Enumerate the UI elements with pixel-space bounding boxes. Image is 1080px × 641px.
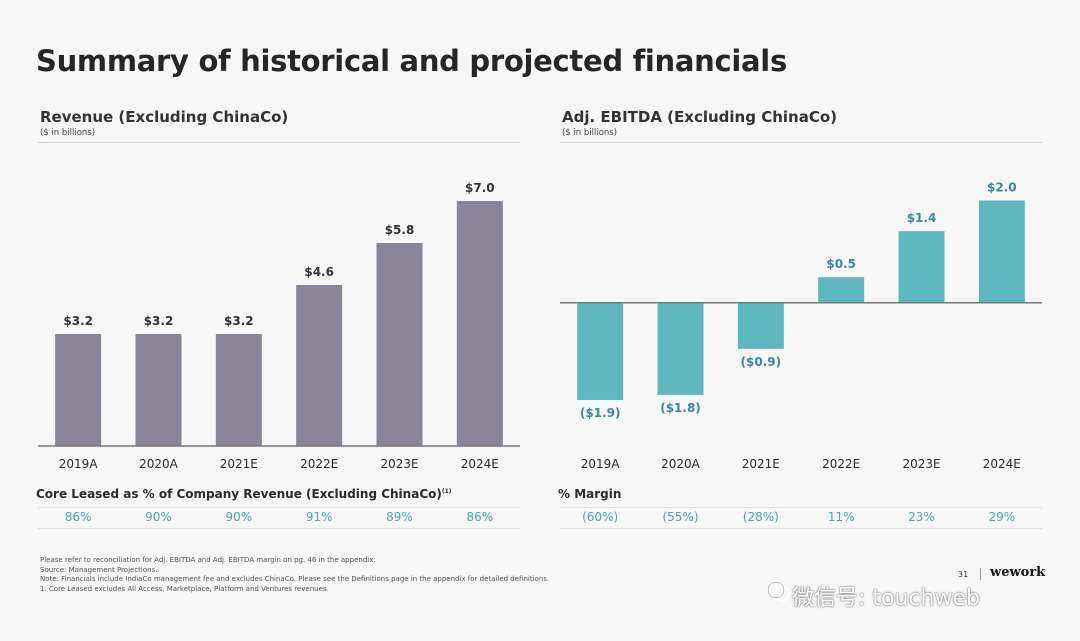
data-label: ($0.9) [741,355,782,369]
metric-value: 86% [466,510,494,524]
metric-value: 90% [225,510,253,524]
data-label: $3.2 [63,314,93,328]
metric-value: (60%) [582,510,619,524]
footnote-line: Source: Management Projections. [40,565,158,574]
category-label: 2023E [902,457,940,471]
core-leased-label: Core Leased as % of Company Revenue (Exc… [36,487,452,501]
metric-value: 86% [64,510,92,524]
footnote-line: Note: Financials include IndiaCo managem… [40,575,550,583]
bar-2021E [737,302,784,349]
watermark-text: 微信号: touchweb [792,586,980,611]
category-label: 2020A [139,457,179,471]
ebitda-chart-title: Adj. EBITDA (Excluding ChinaCo) [562,108,837,126]
footer-divider [980,568,981,580]
data-label: $2.0 [987,180,1017,194]
metric-value: 91% [305,510,333,524]
category-label: 2022E [822,457,860,471]
category-label: 2020A [661,457,701,471]
data-label: ($1.8) [660,401,701,415]
metric-value: 90% [145,510,172,524]
category-label: 2023E [380,457,418,471]
category-label: 2019A [581,457,621,471]
footnote-line: 1. Core Leased excludes All Access, Mark… [40,584,329,593]
ebitda-bar-chart: ($1.9) 2019A ($1.8) 2020A ($0.9) 2021E $0.5 202… [560,180,1042,471]
data-label: $4.6 [304,265,334,279]
ebitda-header-rule [560,142,1042,143]
bar-2020A [135,334,182,446]
wechat-icon [767,581,790,602]
bar-2019A [577,302,624,400]
category-label: 2021E [220,457,258,471]
metric-value: 11% [827,510,855,524]
bar-2023E [898,231,945,303]
category-label: 2024E [461,457,499,471]
bar-2023E [376,243,423,446]
category-label: 2022E [300,457,338,471]
margin-row: (60%) (55%) (28%) 11% 23% 29% [560,507,1042,529]
data-label: $5.8 [385,223,415,237]
bar-2024E [978,200,1025,303]
bar-2022E [818,277,865,303]
revenue-header-rule [38,142,520,143]
data-label: ($1.9) [580,406,621,420]
footnotes: Please refer to reconciliation for Adj. … [40,556,549,594]
bar-2019A [55,334,102,446]
category-label: 2019A [59,457,99,471]
revenue-chart-subtitle: ($ in billions) [40,128,96,138]
ebitda-chart-subtitle: ($ in billions) [562,128,618,138]
data-label: $3.2 [224,314,254,328]
metric-value: 89% [386,510,413,524]
page-number: 31 [958,570,969,579]
bar-2020A [657,302,704,395]
metric-value: (55%) [662,510,699,524]
data-label: $0.5 [826,257,856,271]
data-label: $7.0 [465,181,495,195]
bar-2024E [456,201,503,446]
data-label: $1.4 [907,211,937,225]
bar-2022E [296,285,343,446]
metric-value: (28%) [742,510,779,524]
bar-2021E [215,334,262,446]
metric-value: 23% [908,510,935,524]
page-title: Summary of historical and projected fina… [36,44,787,78]
revenue-chart-title: Revenue (Excluding ChinaCo) [40,108,289,126]
wework-logo: wework [990,565,1046,580]
footnote-line: Please refer to reconciliation for Adj. … [40,556,376,564]
margin-label: % Margin [558,487,622,501]
core-leased-row: 86% 90% 90% 91% 89% 86% [38,507,520,529]
category-label: 2021E [742,457,780,471]
category-label: 2024E [983,457,1021,471]
revenue-bar-chart: $3.2 2019A $3.2 2020A $3.2 2021E $4.6 2022E $5.8… [38,181,520,471]
metric-value: 29% [988,510,1016,524]
data-label: $3.2 [144,314,174,328]
